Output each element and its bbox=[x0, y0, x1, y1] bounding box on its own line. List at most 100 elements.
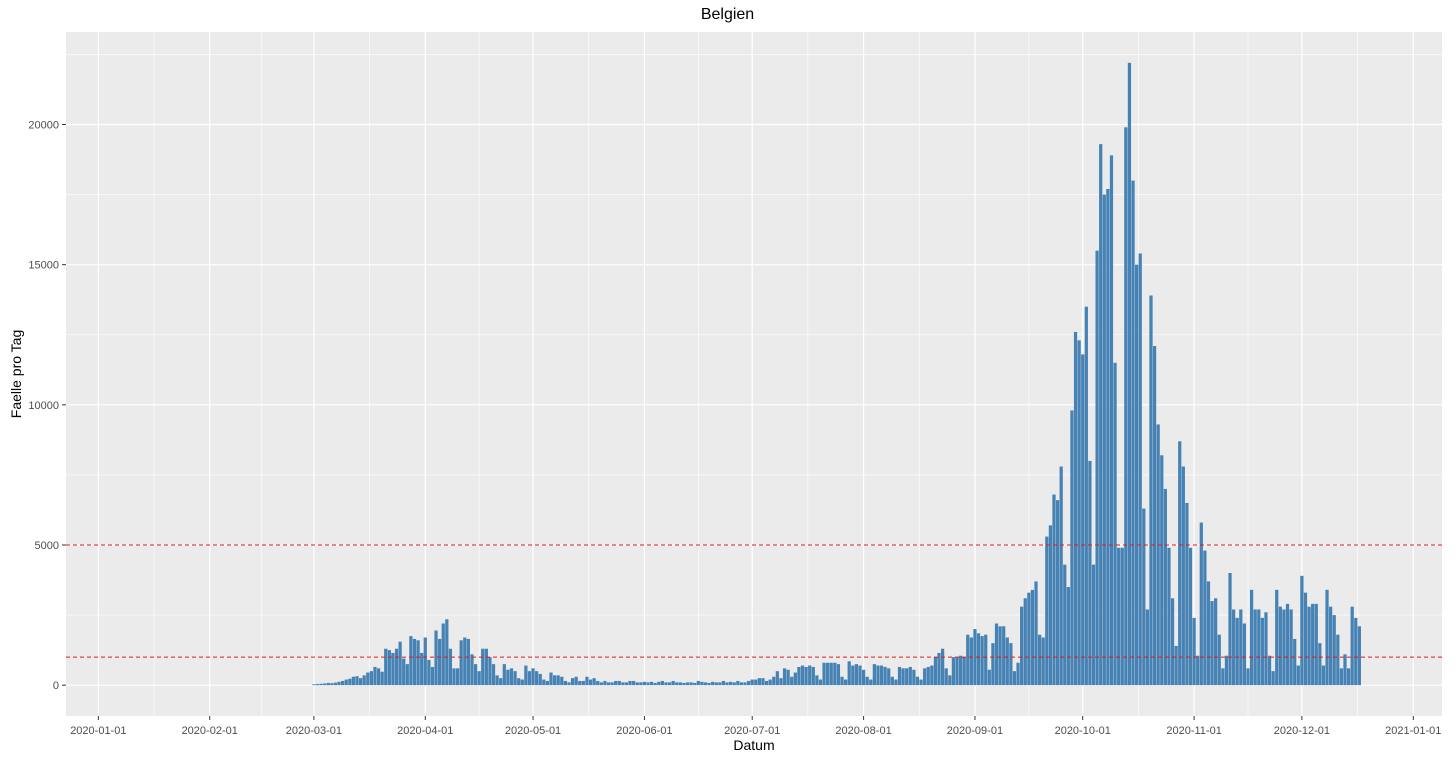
y-axis-label: Faelle pro Tag bbox=[8, 329, 24, 419]
bar bbox=[351, 676, 356, 686]
bar bbox=[1124, 127, 1128, 686]
bar bbox=[348, 678, 352, 686]
bar bbox=[1016, 662, 1020, 686]
bar bbox=[693, 682, 697, 686]
bar bbox=[714, 682, 718, 686]
bar bbox=[1077, 340, 1081, 686]
bar bbox=[991, 643, 995, 686]
bar bbox=[420, 652, 424, 686]
bar bbox=[1073, 331, 1078, 686]
bar bbox=[463, 637, 467, 686]
bar bbox=[1099, 144, 1103, 686]
bar bbox=[1221, 668, 1225, 686]
bar bbox=[409, 636, 413, 686]
x-tick-label: 2020-09-01 bbox=[947, 725, 1003, 737]
bar bbox=[452, 668, 456, 686]
bar bbox=[919, 679, 923, 686]
bar bbox=[1307, 606, 1311, 686]
bar bbox=[326, 682, 330, 686]
bar bbox=[775, 671, 779, 686]
bar bbox=[624, 682, 629, 686]
bars bbox=[312, 62, 1361, 686]
reference-lines bbox=[66, 544, 1442, 658]
bar bbox=[675, 682, 679, 686]
bar bbox=[1357, 626, 1361, 686]
bar bbox=[646, 682, 650, 686]
bar bbox=[481, 648, 485, 686]
bar bbox=[394, 648, 399, 686]
bar bbox=[1253, 609, 1257, 686]
bar bbox=[664, 682, 668, 686]
bar bbox=[721, 680, 726, 686]
bar bbox=[1005, 637, 1009, 686]
bar bbox=[937, 652, 941, 686]
bar bbox=[445, 619, 449, 686]
bar bbox=[330, 683, 334, 686]
bar bbox=[1117, 547, 1121, 686]
bar bbox=[987, 669, 991, 686]
bar bbox=[1020, 606, 1024, 686]
bar bbox=[811, 666, 815, 686]
bar bbox=[840, 676, 844, 686]
bar bbox=[980, 636, 984, 686]
bar bbox=[653, 682, 657, 686]
bar bbox=[1167, 547, 1171, 686]
bar bbox=[804, 666, 808, 686]
bar bbox=[455, 668, 460, 686]
bar bbox=[682, 682, 686, 686]
bar bbox=[944, 668, 948, 686]
bar bbox=[707, 682, 711, 686]
x-axis-label: Datum bbox=[733, 737, 775, 753]
bar bbox=[1038, 634, 1042, 686]
plot-panel bbox=[66, 32, 1442, 716]
bar bbox=[323, 683, 327, 686]
bar bbox=[552, 675, 557, 686]
bar bbox=[549, 672, 553, 686]
bar bbox=[527, 671, 532, 686]
bar bbox=[1131, 180, 1135, 686]
bar bbox=[1030, 589, 1035, 686]
bar bbox=[567, 682, 571, 686]
bar bbox=[793, 672, 797, 686]
bar bbox=[563, 680, 568, 686]
bar bbox=[1081, 354, 1085, 686]
bar bbox=[1034, 581, 1038, 686]
bar bbox=[1142, 508, 1146, 686]
bar bbox=[380, 671, 384, 686]
bar bbox=[337, 681, 341, 686]
x-tick-label: 2020-10-01 bbox=[1055, 725, 1111, 737]
bar bbox=[355, 676, 359, 686]
bar bbox=[729, 681, 733, 686]
bar bbox=[1329, 606, 1333, 686]
bar bbox=[1181, 466, 1185, 686]
bar bbox=[596, 680, 600, 686]
bar bbox=[495, 675, 499, 686]
bar bbox=[1260, 617, 1264, 686]
bar bbox=[614, 680, 618, 686]
bar bbox=[1023, 598, 1027, 686]
bar bbox=[1009, 643, 1013, 686]
bar bbox=[1303, 592, 1308, 686]
bar bbox=[826, 662, 830, 686]
bar bbox=[1296, 665, 1300, 686]
bar bbox=[1332, 615, 1336, 686]
bar bbox=[1106, 188, 1110, 686]
bar bbox=[1314, 603, 1318, 686]
bar bbox=[732, 682, 736, 686]
bar bbox=[1145, 609, 1150, 686]
bar bbox=[1321, 665, 1326, 686]
bar bbox=[362, 675, 366, 686]
bar bbox=[470, 654, 474, 686]
bar bbox=[358, 678, 363, 686]
bar bbox=[736, 680, 740, 686]
x-tick-label: 2020-05-01 bbox=[505, 725, 561, 737]
bar bbox=[854, 664, 859, 686]
chart-title: Belgien bbox=[700, 6, 755, 23]
bar bbox=[560, 676, 564, 686]
bar bbox=[1127, 62, 1132, 686]
bar bbox=[685, 682, 690, 686]
bar bbox=[1285, 603, 1290, 686]
bar bbox=[459, 640, 463, 686]
bar bbox=[441, 623, 445, 686]
